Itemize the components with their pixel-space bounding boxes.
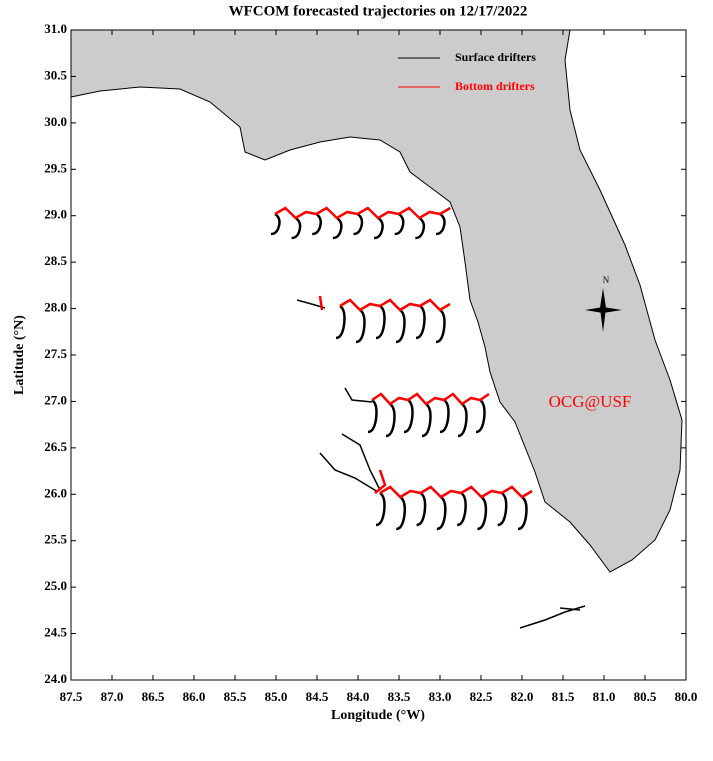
surface-track [319, 452, 379, 493]
legend-label: Surface drifters [455, 50, 536, 64]
x-tick-label: 81.5 [552, 689, 575, 704]
surface-track [403, 398, 414, 434]
land [70, 29, 683, 573]
surface-track [291, 216, 302, 240]
surface-track [395, 308, 406, 344]
surface-track [385, 402, 396, 438]
y-tick-label: 25.0 [44, 578, 67, 593]
bottom-track [371, 392, 490, 406]
surface-track [435, 212, 446, 236]
y-tick-label: 29.5 [44, 160, 67, 175]
bottom-track [339, 298, 451, 312]
surface-track [517, 495, 528, 531]
surface-track [475, 398, 486, 434]
surface-track [435, 308, 446, 344]
bottom-track [274, 206, 451, 220]
x-tick-label: 85.0 [265, 689, 288, 704]
y-tick-label: 30.5 [44, 67, 67, 82]
y-tick-label: 28.0 [44, 300, 67, 315]
x-tick-label: 86.0 [183, 689, 206, 704]
surface-track [439, 398, 450, 434]
surface-track [335, 304, 346, 340]
title: WFCOM forecasted trajectories on 12/17/2… [229, 3, 528, 19]
surface-track [374, 216, 384, 240]
x-tick-label: 80.5 [634, 689, 657, 704]
surface-track [341, 433, 381, 491]
y-tick-label: 24.5 [44, 625, 67, 640]
y-tick-label: 24.0 [44, 671, 67, 686]
x-axis-label: Longitude (°W) [331, 708, 425, 723]
x-tick-label: 86.5 [142, 689, 165, 704]
surface-track [355, 308, 366, 344]
compass [585, 288, 622, 332]
surface-track [415, 304, 426, 340]
y-tick-label: 30.0 [44, 114, 67, 129]
x-tick-label: 84.0 [347, 689, 370, 704]
surface-track [312, 212, 322, 236]
surface-track [456, 491, 467, 527]
y-tick-label: 25.5 [44, 532, 67, 547]
x-tick-label: 84.5 [306, 689, 329, 704]
y-tick-label: 26.0 [44, 485, 67, 500]
y-tick-label: 26.5 [44, 439, 67, 454]
surface-track [396, 495, 407, 531]
bottom-track [379, 485, 533, 499]
surface-track [353, 212, 364, 236]
x-tick-label: 87.5 [60, 689, 83, 704]
x-tick-label: 83.0 [429, 689, 452, 704]
x-tick-label: 82.0 [511, 689, 534, 704]
surface-track [270, 212, 281, 236]
y-axis-label: Latitude (°N) [12, 315, 27, 395]
surface-track [436, 495, 447, 531]
keys [519, 605, 586, 629]
surface-track [477, 495, 488, 531]
y-tick-label: 28.5 [44, 253, 67, 268]
annotation: OCG@USF [549, 392, 632, 411]
y-tick-label: 27.0 [44, 392, 67, 407]
x-tick-label: 81.0 [593, 689, 616, 704]
trajectories [270, 206, 533, 531]
surface-track [367, 398, 378, 434]
surface-track [344, 387, 373, 403]
surface-track [415, 216, 426, 240]
surface-track [375, 304, 386, 340]
y-tick-label: 31.0 [44, 21, 67, 36]
surface-track [375, 491, 386, 527]
y-tick-label: 27.5 [44, 346, 67, 361]
surface-track [457, 402, 468, 438]
y-tick-label: 29.0 [44, 207, 67, 222]
x-tick-label: 85.5 [224, 689, 247, 704]
surface-track [394, 212, 405, 236]
surface-track [497, 491, 508, 527]
x-tick-label: 87.0 [101, 689, 124, 704]
surface-track [416, 491, 427, 527]
surface-track [421, 402, 432, 438]
x-tick-label: 83.5 [388, 689, 411, 704]
x-tick-label: 82.5 [470, 689, 493, 704]
surface-track [332, 216, 343, 240]
legend-label: Bottom drifters [455, 79, 535, 93]
compass-label: N [603, 275, 610, 285]
bottom-track [318, 295, 387, 494]
x-tick-label: 80.0 [675, 689, 698, 704]
